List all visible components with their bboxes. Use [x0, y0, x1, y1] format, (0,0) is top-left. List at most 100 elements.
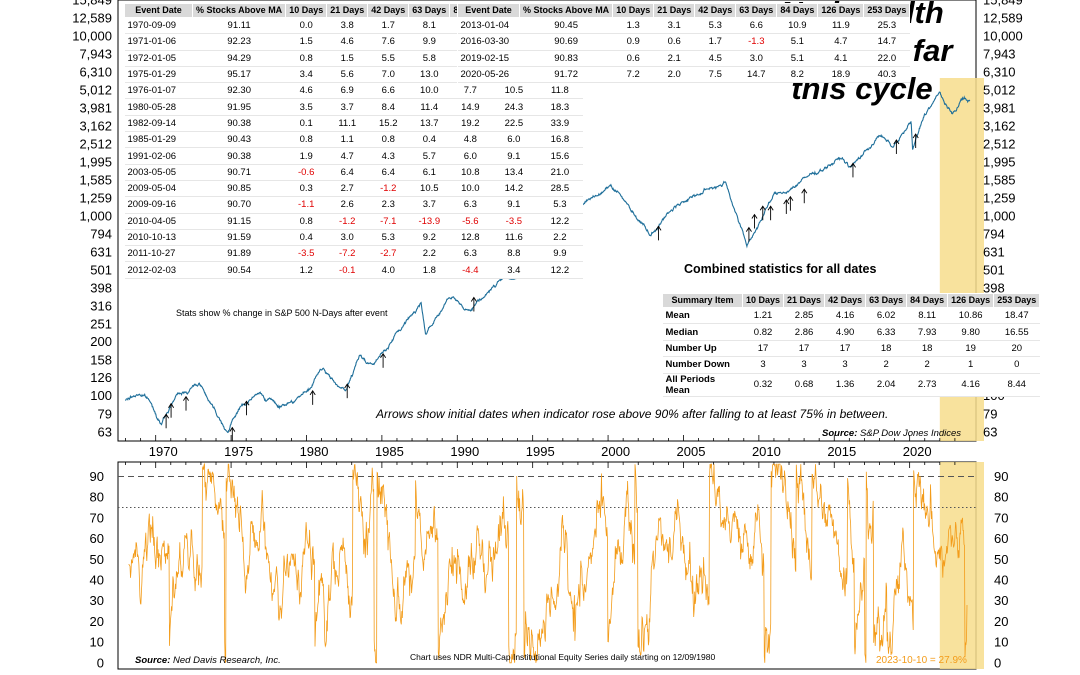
event-right-cell: 4.5 [694, 50, 736, 67]
event-left-header-cell: % Stocks Above MA [191, 3, 287, 18]
summary-cell: 0.32 [742, 373, 784, 397]
breadth-thrust-arrow [751, 213, 758, 229]
event-left-cell: 6.4 [326, 164, 368, 181]
event-left-cell: 1972-01-05 [124, 50, 193, 67]
event-right-cell: 0.9 [612, 33, 654, 51]
breadth-thrust-arrow [229, 426, 236, 442]
event-right-cell: 90.45 [519, 17, 613, 35]
event-left-cell: -0.6 [285, 164, 327, 181]
sp500-y-tick-left: 63 [98, 424, 112, 439]
event-left-cell: 4.6 [285, 82, 327, 100]
breadth-y-tick-right: 50 [994, 552, 1008, 567]
event-right-cell: 2016-03-30 [457, 33, 520, 51]
event-right-cell: 14.7 [735, 66, 777, 84]
event-left-cell: 90.54 [192, 261, 286, 279]
event-left-cell: 90.38 [192, 147, 286, 165]
breadth-thrust-arrow [787, 195, 794, 211]
event-left-header-cell: 10 Days [285, 3, 328, 18]
event-right-cell: 11.9 [817, 17, 864, 35]
event-left-cell: 33.9 [536, 115, 583, 133]
event-left-cell: 91.11 [192, 17, 286, 35]
event-right-cell: 7.2 [612, 66, 654, 84]
event-left-cell: 4.7 [326, 147, 368, 165]
event-left-cell: 91.59 [192, 229, 286, 247]
breadth-thrust-arrow [470, 296, 477, 312]
breadth-y-tick-right: 60 [994, 531, 1008, 546]
summary-cell: 2.85 [783, 307, 825, 325]
breadth-y-tick-right: 70 [994, 510, 1008, 525]
event-left-cell: -7.2 [326, 245, 368, 263]
sp500-y-tick-right: 10,000 [983, 28, 1023, 43]
event-right-cell: 3.1 [653, 17, 695, 35]
sp500-y-tick-left: 15,849 [72, 0, 112, 8]
sp500-panel: 63791001261582002513163985016317941,0001… [72, 0, 1023, 459]
event-left-row: 2012-02-03 90.54 1.2 -0.1 4.0 1.8 -4.4 3.4 12.2 [124, 261, 583, 279]
source-top: Source: S&P Dow Jones Indices [822, 428, 961, 439]
event-right-cell: 4.1 [817, 50, 864, 67]
sp500-y-tick-left: 5,012 [79, 82, 112, 97]
event-left-cell: 11.8 [536, 82, 583, 100]
event-left-cell: -4.4 [449, 261, 491, 279]
event-right-header-row: Event Date% Stocks Above MA 10 Days 21 Day… [457, 3, 911, 18]
sp500-y-tick-left: 6,310 [79, 64, 112, 79]
summary-cell: 2.04 [865, 373, 907, 397]
sp500-y-tick-left: 631 [90, 244, 112, 259]
summary-cell: 20 [993, 340, 1040, 358]
sp500-y-tick-left: 3,981 [79, 100, 112, 115]
event-left-row: 2009-05-04 90.85 0.3 2.7 -1.2 10.5 10.0 14.2 28.… [124, 180, 583, 198]
summary-cell: 8.11 [906, 307, 948, 325]
summary-cell: 4.16 [947, 373, 994, 397]
summary-row: Number Up 17 17 17 18 18 19 20 [662, 340, 1040, 358]
sp500-y-tick-right: 3,981 [983, 100, 1016, 115]
sp500-y-tick-left: 126 [90, 370, 112, 385]
event-left-row: 2010-10-13 91.59 0.4 3.0 5.3 9.2 12.8 11.6 2.2 [124, 229, 583, 247]
breadth-thrust-arrow [745, 226, 752, 242]
event-left-cell: 3.7 [408, 196, 450, 214]
sp500-x-tick-label: 1995 [526, 444, 555, 459]
summary-row: All Periods Mean 0.32 0.68 1.36 2.04 2.73 4.16… [662, 373, 1040, 397]
summary-header-cell: 42 Days [824, 293, 867, 308]
event-right-cell: 4.7 [817, 33, 864, 51]
sp500-y-tick-right: 2,512 [983, 136, 1016, 151]
event-left-cell: 0.0 [285, 17, 327, 35]
sp500-y-tick-left: 7,943 [79, 46, 112, 61]
event-left-cell: 9.9 [408, 33, 450, 51]
event-right-cell: 90.69 [519, 33, 613, 51]
summary-cell: 19 [947, 340, 994, 358]
event-left-cell: 5.5 [367, 50, 409, 67]
sp500-x-tick-label: 1975 [224, 444, 253, 459]
sp500-x-tick-label: 1980 [300, 444, 329, 459]
sp500-y-tick-left: 1,000 [79, 208, 112, 223]
sp500-x-tick-label: 2010 [752, 444, 781, 459]
current-reading: 2023-10-10 = 27.9% [876, 655, 967, 666]
breadth-indicator-line [128, 462, 968, 664]
event-left-cell: 2.2 [536, 229, 583, 247]
event-left-cell: 11.4 [408, 98, 450, 116]
sp500-left-axis: 63 79 100 126 158 200 251 316 398 501 631 794 1,000 1… [72, 0, 112, 439]
event-left-cell: 8.8 [490, 245, 537, 263]
sp500-y-tick-right: 1,585 [983, 172, 1016, 187]
breadth-thrust-arrow [912, 133, 919, 149]
event-left-cell: 21.0 [536, 164, 583, 181]
summary-cell: 2.86 [783, 323, 825, 341]
source-bottom-text: Ned Davis Research, Inc. [173, 655, 281, 666]
event-left-header-cell: 63 Days [408, 3, 451, 18]
event-left-cell: 2.6 [326, 196, 368, 214]
sp500-y-tick-left: 3,162 [79, 118, 112, 133]
event-left-cell: 1985-01-29 [124, 131, 193, 149]
breadth-y-tick-left: 0 [97, 655, 104, 670]
stats-note: Stats show % change in S&P 500 N-Days af… [176, 308, 388, 318]
event-left-cell: 22.5 [490, 115, 537, 133]
event-right-cell: 91.72 [519, 66, 613, 84]
summary-cell: 0.68 [783, 373, 825, 397]
event-left-cell: 10.5 [490, 82, 537, 100]
event-right-cell: 2013-01-04 [457, 17, 520, 35]
event-left-cell: 6.3 [449, 196, 491, 214]
source-top-text: S&P Dow Jones Indices [860, 428, 962, 439]
summary-cell: 10.86 [947, 307, 994, 325]
sp500-x-tick-label: 2015 [827, 444, 856, 459]
event-left-cell: 18.3 [536, 98, 583, 116]
sp500-y-tick-right: 1,000 [983, 208, 1016, 223]
sp500-y-tick-right: 501 [983, 262, 1005, 277]
event-left-cell: 92.30 [192, 82, 286, 100]
